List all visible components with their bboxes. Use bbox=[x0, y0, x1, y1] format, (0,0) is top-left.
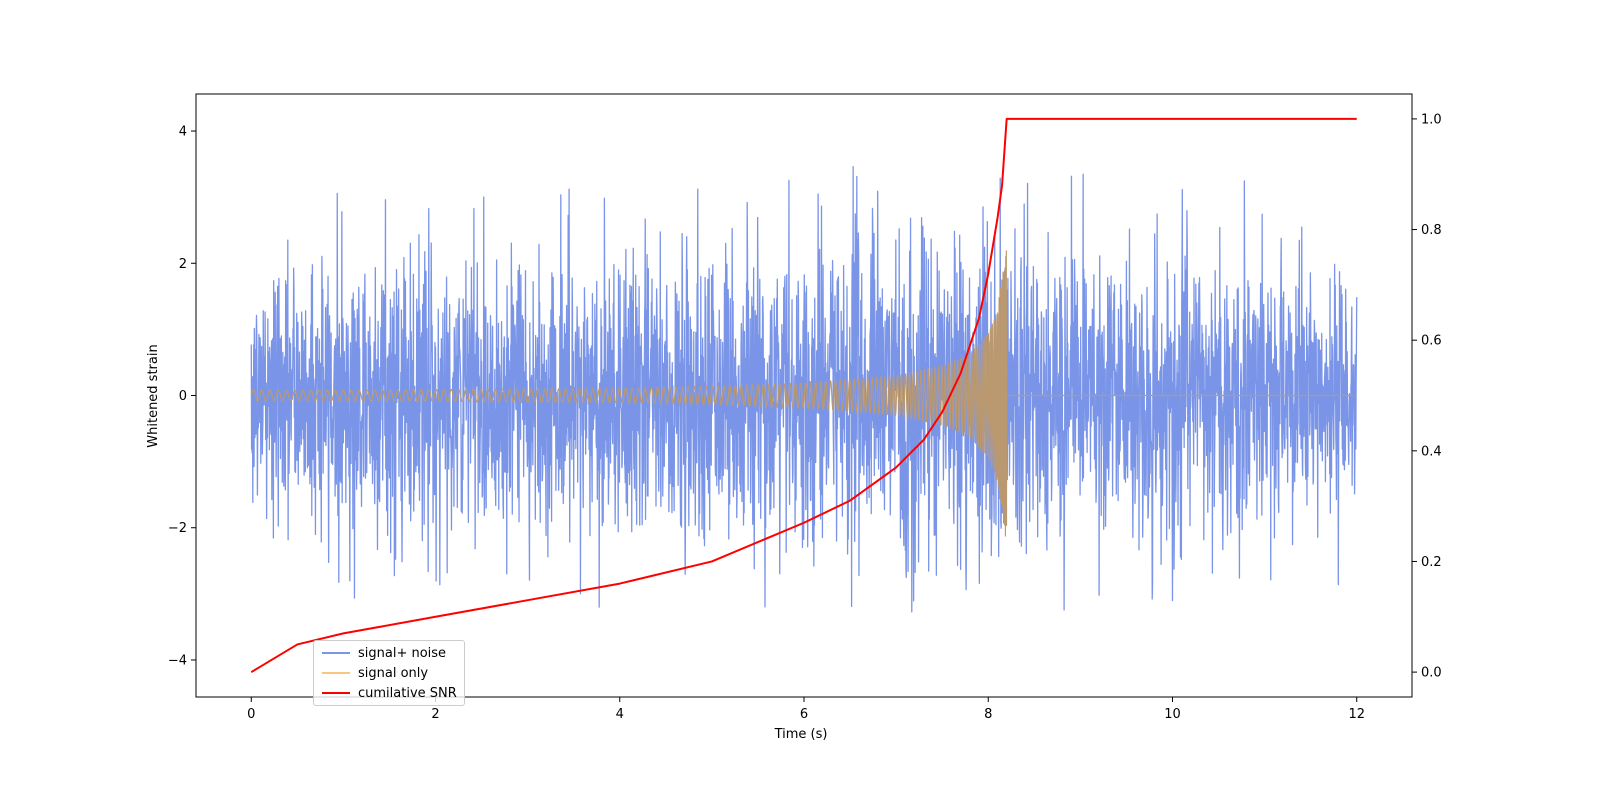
x-tick-label: 0 bbox=[247, 707, 255, 722]
y-tick-label: −4 bbox=[168, 653, 187, 668]
y-tick-label: 2 bbox=[179, 257, 187, 272]
y2-tick-label: 0.6 bbox=[1421, 334, 1442, 349]
legend-swatch-signal-only bbox=[322, 672, 350, 674]
y2-tick-label: 0.0 bbox=[1421, 666, 1442, 681]
legend-item-signal-only: signal only bbox=[322, 663, 428, 683]
plot-area bbox=[195, 93, 1413, 698]
series-layer bbox=[250, 117, 1358, 673]
y2-tick-label: 0.4 bbox=[1421, 444, 1442, 459]
x-tick-label: 4 bbox=[616, 707, 624, 722]
y-axis-right: 0.0 0.2 0.4 0.6 0.8 1.0 bbox=[1412, 112, 1442, 681]
legend-swatch-cumulative-snr bbox=[322, 692, 350, 694]
x-axis: 0 2 4 6 8 10 12 bbox=[247, 697, 1365, 722]
series-cumulative-snr-line bbox=[250, 117, 1357, 673]
series-signal-noise-line bbox=[250, 165, 1358, 613]
x-tick-label: 6 bbox=[800, 707, 808, 722]
y-tick-label: 4 bbox=[179, 125, 187, 140]
x-tick-label: 10 bbox=[1164, 707, 1181, 722]
x-axis-label: Time (s) bbox=[774, 727, 828, 742]
x-tick-label: 8 bbox=[984, 707, 992, 722]
y-axis-label: Whitened strain bbox=[146, 344, 161, 447]
y2-tick-label: 0.2 bbox=[1421, 555, 1442, 570]
legend-swatch-signal-noise bbox=[322, 652, 350, 654]
legend-label-signal-noise: signal+ noise bbox=[358, 645, 447, 661]
y2-tick-label: 1.0 bbox=[1421, 112, 1442, 127]
legend-label-cumulative-snr: cumilative SNR bbox=[358, 685, 457, 701]
legend: signal+ noise signal only cumilative SNR bbox=[313, 640, 465, 706]
x-tick-label: 12 bbox=[1348, 707, 1365, 722]
y-tick-label: 0 bbox=[179, 389, 187, 404]
legend-label-signal-only: signal only bbox=[358, 665, 429, 681]
series-signal-only-line bbox=[250, 250, 1357, 537]
legend-item-cumulative-snr: cumilative SNR bbox=[322, 683, 457, 703]
x-tick-label: 2 bbox=[431, 707, 439, 722]
y-axis-left: −4 −2 0 2 4 bbox=[168, 125, 196, 668]
y2-tick-label: 0.8 bbox=[1421, 223, 1442, 238]
legend-item-signal-noise: signal+ noise bbox=[322, 643, 446, 663]
y-tick-label: −2 bbox=[168, 521, 187, 536]
